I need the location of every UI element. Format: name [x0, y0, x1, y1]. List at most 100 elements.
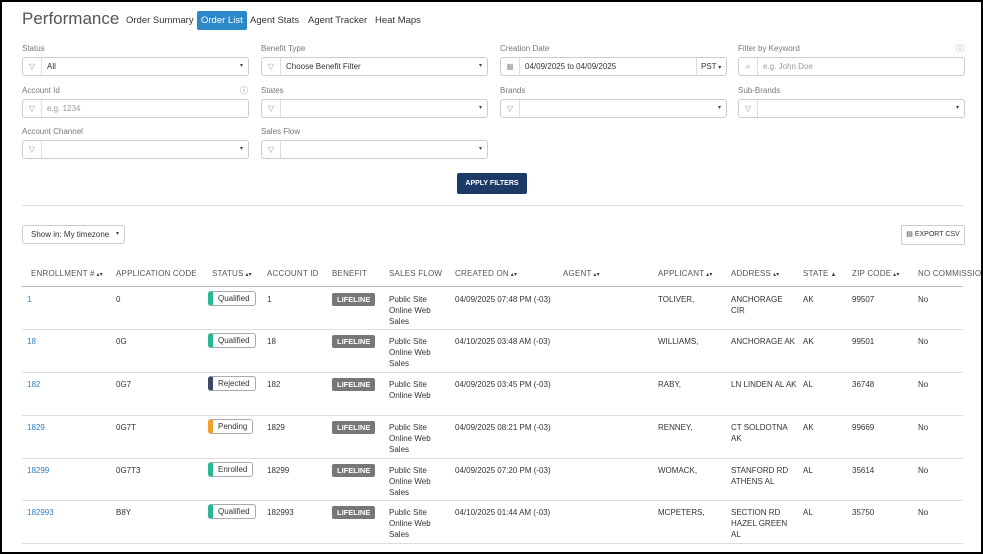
filter-input[interactable]: ▽ ▾	[261, 99, 488, 118]
filter-input[interactable]: ▽ Choose Benefit Filter ▾	[261, 57, 488, 76]
column-header: SALES FLOW	[389, 269, 443, 278]
table-cell: AK	[803, 295, 814, 304]
enrollment-link[interactable]: 1	[27, 295, 32, 304]
status-badge: Qualified	[208, 333, 256, 348]
filter-label: Creation Date	[500, 44, 550, 53]
benefit-badge: LIFELINE	[332, 421, 376, 434]
dropdown-caret: ▾	[478, 146, 482, 152]
enrollment-link[interactable]: 182	[27, 380, 41, 389]
row-divider	[22, 543, 963, 544]
table-cell: 182	[267, 380, 281, 389]
filter-input[interactable]: ▽ ▾	[22, 140, 249, 159]
page-title: Performance	[22, 9, 120, 28]
filter-input[interactable]: ▽ ▾	[261, 140, 488, 159]
divider	[22, 205, 963, 206]
nav-tab[interactable]: Order Summary	[126, 15, 194, 26]
filter-icon: ▦	[501, 58, 520, 75]
dropdown-caret: ▾	[239, 146, 243, 152]
table-cell: Public Site Online Web Sales	[389, 337, 431, 368]
status-badge: Pending	[208, 419, 254, 434]
table-cell: LN LINDEN AL AK	[731, 380, 797, 389]
dropdown-caret: ▾	[115, 231, 119, 237]
dropdown-caret: ▾	[717, 105, 721, 111]
filter-icon: ▽	[262, 58, 281, 75]
table-cell: No	[918, 337, 929, 346]
nav-tab[interactable]: Agent Stats	[250, 15, 300, 26]
filter-input[interactable]: ▽ e.g. 1234	[22, 99, 249, 118]
table-cell: Public Site Online Web	[389, 380, 431, 400]
table-cell: SECTION RD HAZEL GREEN AL	[731, 508, 788, 539]
row-divider	[22, 372, 963, 373]
apply-filters-button[interactable]: APPLY FILTERS	[457, 173, 527, 194]
column-header: NO COMMISSION	[918, 269, 983, 278]
export-csv-button[interactable]: ▤ EXPORT CSV	[901, 225, 965, 245]
table-cell: STANFORD RD ATHENS AL	[731, 466, 789, 486]
table-cell: 18299	[267, 466, 290, 475]
table-cell: 0G7T	[116, 423, 137, 432]
table-cell: 99501	[852, 337, 875, 346]
filter-input[interactable]: ▽ All ▾	[22, 57, 249, 76]
column-header[interactable]: ENROLLMENT #	[31, 269, 103, 278]
enrollment-link[interactable]: 182993	[27, 508, 54, 517]
filter-icon: ▽	[739, 100, 758, 117]
table-cell: RENNEY,	[658, 423, 693, 432]
column-header[interactable]: AGENT	[563, 269, 600, 278]
column-header[interactable]: STATE	[803, 269, 837, 278]
filter-icon: ▽	[23, 58, 42, 75]
benefit-badge: LIFELINE	[332, 378, 376, 391]
enrollment-link[interactable]: 18299	[27, 466, 50, 475]
status-badge: Qualified	[208, 504, 256, 519]
timezone-dropdown[interactable]: Show in: My timezone ▾	[22, 225, 125, 244]
enrollment-link[interactable]: 18	[27, 337, 36, 346]
dropdown-caret: ▾	[478, 105, 482, 111]
column-header: BENEFIT	[332, 269, 368, 278]
nav-tab[interactable]: Agent Tracker	[308, 15, 368, 26]
nav-tab[interactable]: Order List	[197, 11, 247, 30]
table-cell: WILLIAMS,	[658, 337, 699, 346]
table-cell: AK	[803, 337, 814, 346]
export-label: EXPORT CSV	[914, 231, 960, 238]
status-badge: Rejected	[208, 376, 256, 391]
filter-placeholder: e.g. 1234	[47, 104, 81, 113]
column-header: ACCOUNT ID	[267, 269, 319, 278]
table-cell: MCPETERS,	[658, 508, 705, 517]
column-header[interactable]: ZIP CODE	[852, 269, 900, 278]
timezone-select[interactable]: PST ▾	[696, 58, 726, 75]
column-header[interactable]: APPLICANT	[658, 269, 713, 278]
column-header[interactable]: STATUS	[212, 269, 252, 278]
table-cell: 99507	[852, 295, 875, 304]
table-cell: No	[918, 380, 929, 389]
table-cell: 04/09/2025 08:21 PM (-03)	[455, 423, 551, 432]
filter-input[interactable]: ▦ 04/09/2025 to 04/09/2025 PST ▾	[500, 57, 727, 76]
filter-placeholder: e.g. John Doe	[763, 62, 813, 71]
dropdown-caret: ▾	[478, 63, 482, 69]
column-header[interactable]: CREATED ON	[455, 269, 517, 278]
filter-input[interactable]: ⌕ e.g. John Doe	[738, 57, 965, 76]
table-cell: 1829	[267, 423, 285, 432]
filter-label: Account Channel	[22, 127, 83, 136]
enrollment-link[interactable]: 1829	[27, 423, 45, 432]
filter-label: Account Id	[22, 86, 60, 95]
filter-label: Brands	[500, 86, 526, 95]
table-cell: TOLIVER,	[658, 295, 695, 304]
dropdown-caret: ▾	[955, 105, 959, 111]
table-cell: Public Site Online Web Sales	[389, 508, 431, 539]
column-header: APPLICATION CODE	[116, 269, 197, 278]
table-cell: WOMACK,	[658, 466, 698, 475]
table-cell: 99669	[852, 423, 875, 432]
filter-icon: ▽	[262, 141, 281, 158]
benefit-badge: LIFELINE	[332, 464, 376, 477]
table-cell: 35614	[852, 466, 875, 475]
filter-label: States	[261, 86, 284, 95]
nav-tab[interactable]: Heat Maps	[375, 15, 421, 26]
status-badge: Enrolled	[208, 462, 254, 477]
filter-input[interactable]: ▽ ▾	[738, 99, 965, 118]
filter-input[interactable]: ▽ ▾	[500, 99, 727, 118]
table-cell: 36748	[852, 380, 875, 389]
column-header[interactable]: ADDRESS	[731, 269, 779, 278]
filter-value: Choose Benefit Filter	[286, 62, 361, 71]
filter-icon: ▽	[501, 100, 520, 117]
table-cell: AL	[803, 466, 813, 475]
table-cell: 0G	[116, 337, 127, 346]
